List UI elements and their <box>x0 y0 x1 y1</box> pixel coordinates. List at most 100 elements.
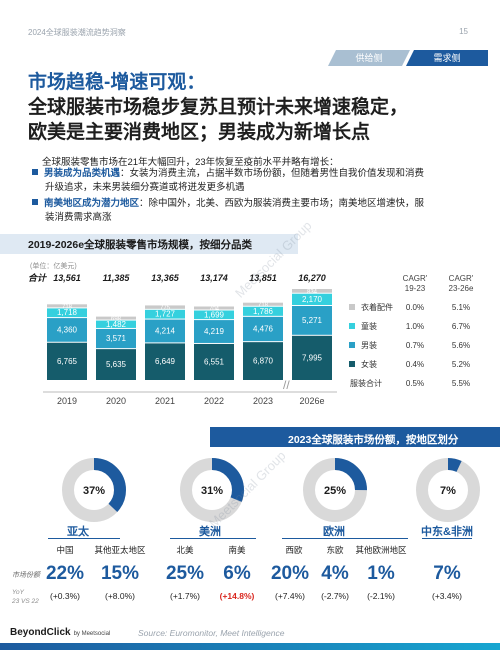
cagr-header: CAGR' <box>403 274 428 283</box>
page-number: 15 <box>459 27 468 36</box>
bullet-text: ：女装为消费主流，占据半数市场份额，但随着男性自我价值发现和消费 <box>120 168 425 179</box>
total-label: 13,851 <box>249 273 277 283</box>
bar-segment <box>96 349 136 380</box>
cagr-period: 19-23 <box>405 284 426 293</box>
yoy-north-america: (+1.7%) <box>170 591 200 601</box>
region-underline <box>48 538 120 539</box>
bar-segment <box>96 328 136 349</box>
legend-swatch <box>349 304 355 310</box>
footer-logo-text: BeyondClick <box>10 627 71 638</box>
ring-slice <box>303 458 367 522</box>
ring-slice <box>180 458 244 522</box>
bar-value-label: 6,551 <box>204 357 225 366</box>
total-label: 13,365 <box>151 273 180 283</box>
bar-segment <box>243 302 283 306</box>
title-line-2: 全球服装市场稳步复苏且预计未来增速稳定， <box>28 97 409 118</box>
bar-segment <box>47 304 87 308</box>
ring-label: 37% <box>83 485 105 497</box>
title-line-3: 欧美是主要消费地区；男装成为新增长点 <box>28 122 371 143</box>
subregion-western-europe: 西欧 <box>285 545 303 555</box>
legend-label: 衣着配件 <box>361 302 393 312</box>
x-tick-label: 2020 <box>106 396 126 406</box>
ring-slice <box>62 458 126 522</box>
legend-swatch <box>349 342 355 348</box>
bar-segment <box>145 305 185 309</box>
bar-segment <box>194 310 234 320</box>
legend-label: 女装 <box>361 359 377 369</box>
bar-segment <box>145 319 185 343</box>
share-south-america: 6% <box>223 563 251 584</box>
share-western-europe: 20% <box>270 563 310 584</box>
footer-logo: BeyondClick by Meetsocial <box>10 627 110 638</box>
region-mea: 中东&非洲 <box>421 526 473 538</box>
x-tick-label: 2026e <box>299 396 324 406</box>
bar-value-label: 4,476 <box>253 324 274 333</box>
intro-text: 全球服装零售市场在21年大幅回升，23年恢复至疫前水平并略有增长： <box>42 157 339 168</box>
cagr-value: 0.7% <box>406 341 424 350</box>
x-tick-label: 2022 <box>204 396 224 406</box>
total-label: 13,174 <box>200 273 228 283</box>
bar-segment <box>243 342 283 380</box>
yoy-mea: (+3.4%) <box>432 591 462 601</box>
bar-segment <box>292 335 332 380</box>
axis-break-mark: // <box>283 378 290 392</box>
ring-chart-title-band <box>210 427 500 447</box>
region-underline <box>282 538 408 539</box>
bar-value-label: 718 <box>62 304 73 310</box>
bar-value-label: 7,995 <box>302 353 323 362</box>
region-europe: 欧洲 <box>323 526 345 538</box>
legend-swatch <box>349 361 355 367</box>
bar-value-label: 4,214 <box>155 326 176 335</box>
total-label: 11,385 <box>103 273 131 283</box>
bar-value-label: 2,170 <box>302 295 323 304</box>
bar-value-label: 4,219 <box>204 327 225 336</box>
bullet-heading: 男装成为品类机遇 <box>44 168 121 179</box>
bar-value-label: 1,718 <box>57 308 78 317</box>
tab-supply-side[interactable]: 供给侧 <box>328 50 410 66</box>
yoy-other-apac: (+8.0%) <box>105 591 135 601</box>
bar-segment <box>96 316 136 320</box>
x-tick-label: 2021 <box>155 396 175 406</box>
x-tick-label: 2023 <box>253 396 273 406</box>
yoy-axis-period: 23 VS 22 <box>12 598 39 605</box>
bar-segment <box>292 305 332 335</box>
bar-value-label: 6,649 <box>155 357 176 366</box>
bar-value-label: 6,870 <box>253 357 274 366</box>
ring-chart: 37% 31% 25% 7% <box>62 458 480 522</box>
bullet-heading: 南美地区成为潜力地区 <box>44 198 140 209</box>
share-mea: 7% <box>433 563 461 584</box>
bar-segment <box>194 343 234 380</box>
region-apac: 亚太 <box>67 526 89 538</box>
bottom-accent-bar <box>0 643 500 650</box>
subregion-other-europe: 其他欧洲地区 <box>355 545 407 555</box>
bar-value-label: 718 <box>258 303 269 309</box>
ring-label: 25% <box>324 485 346 497</box>
bar-segment <box>96 320 136 328</box>
ring-slice <box>416 458 480 522</box>
bar-value-label: 775 <box>160 306 171 312</box>
bar-chart-title: 2019-2026e全球服装零售市场规模，按细分品类 <box>28 239 253 251</box>
bar-segment <box>292 289 332 293</box>
bullet-menswear: 男装成为品类机遇：女装为消费主流，占据半数市场份额，但随着男性自我价值发现和消费… <box>32 167 472 195</box>
legend-label: 童装 <box>361 321 377 331</box>
share-other-apac: 15% <box>100 563 140 584</box>
bar-segment <box>243 306 283 316</box>
share-eastern-europe: 4% <box>321 563 349 584</box>
side-tabs: 供给侧 需求侧 <box>328 50 488 66</box>
cagr-value: 5.1% <box>452 303 470 312</box>
bar-value-label: 1,699 <box>204 310 225 319</box>
cagr-value: 5.5% <box>452 379 470 388</box>
bar-segment <box>145 309 185 319</box>
bar-value-label: 1,786 <box>253 307 274 316</box>
tab-demand-side[interactable]: 需求侧 <box>406 50 488 66</box>
bar-value-label: 698 <box>111 317 122 323</box>
bar-value-label: 704 <box>209 307 220 313</box>
cagr-value: 5.2% <box>452 360 470 369</box>
yoy-eastern-europe: (-2.7%) <box>321 591 349 601</box>
yoy-south-america: (+14.8%) <box>219 591 255 601</box>
bullet-continuation: 升级追求，未来男装细分赛道或将迸发更多机遇 <box>45 182 245 193</box>
share-axis-label: 市场份额 <box>12 572 40 579</box>
yoy-axis-title: YoY <box>12 589 24 596</box>
bar-segment <box>194 306 234 310</box>
share-other-europe: 1% <box>367 563 395 584</box>
